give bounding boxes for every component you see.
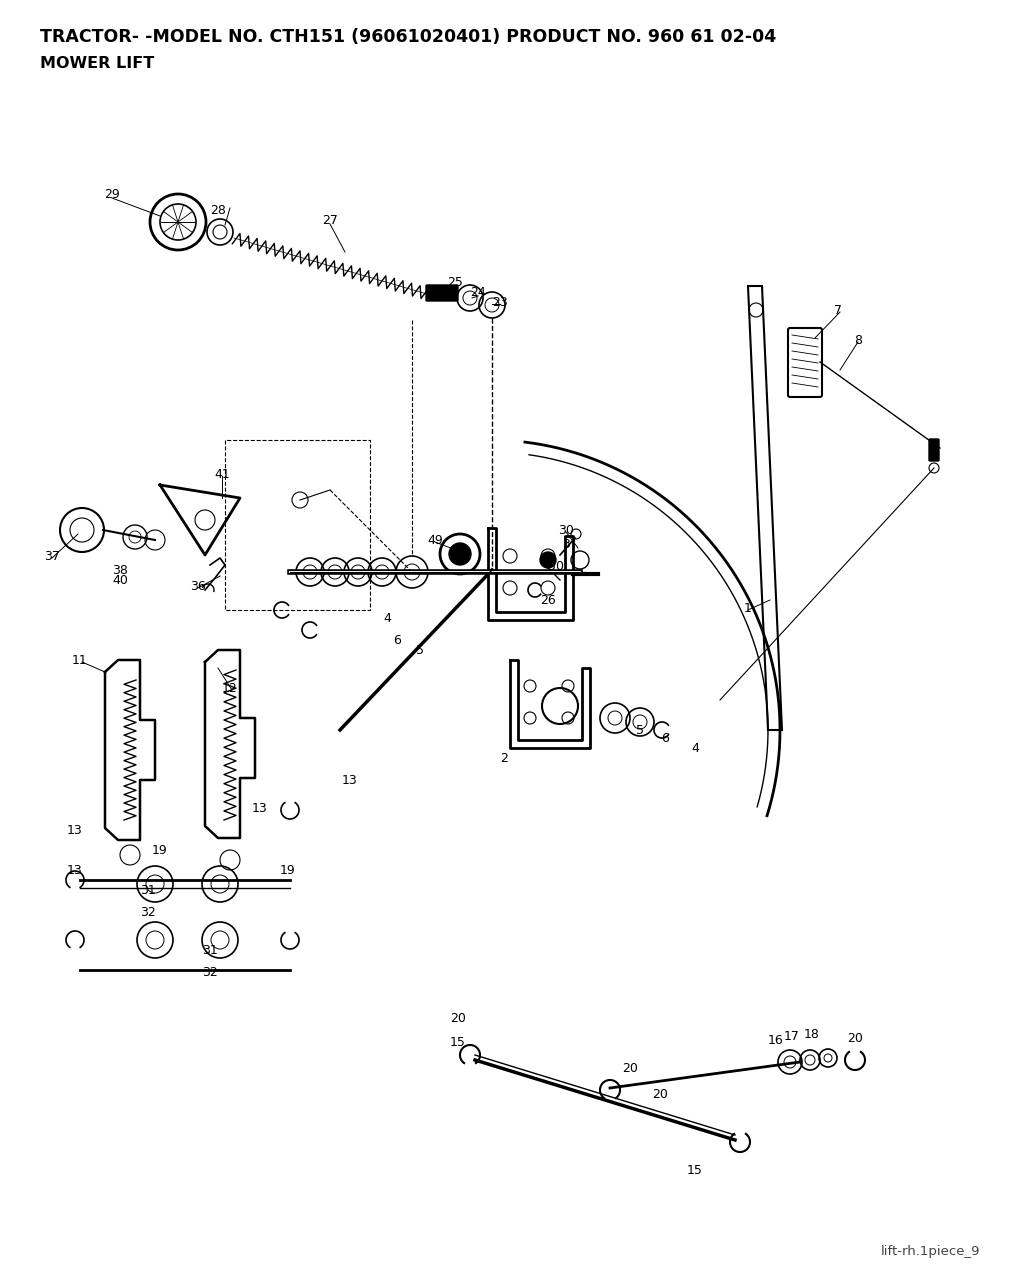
Text: 19: 19 bbox=[153, 843, 168, 857]
Text: 23: 23 bbox=[493, 295, 508, 308]
Text: 32: 32 bbox=[140, 906, 156, 919]
Text: 36: 36 bbox=[190, 580, 206, 593]
Text: 20: 20 bbox=[652, 1088, 668, 1102]
Text: 32: 32 bbox=[202, 966, 218, 979]
Text: 19: 19 bbox=[281, 863, 296, 876]
Text: 11: 11 bbox=[72, 653, 88, 666]
Text: 31: 31 bbox=[202, 943, 218, 957]
Text: 6: 6 bbox=[393, 634, 401, 647]
FancyBboxPatch shape bbox=[788, 328, 822, 396]
Text: 5: 5 bbox=[416, 644, 424, 657]
Circle shape bbox=[540, 552, 556, 568]
Text: 38: 38 bbox=[112, 563, 128, 576]
Text: 37: 37 bbox=[44, 549, 60, 562]
Text: 4: 4 bbox=[691, 742, 699, 754]
Text: 15: 15 bbox=[687, 1164, 702, 1177]
Text: 50: 50 bbox=[548, 559, 564, 572]
Text: 49: 49 bbox=[427, 534, 442, 547]
Text: 13: 13 bbox=[252, 802, 268, 815]
Text: TRACTOR- -MODEL NO. CTH151 (96061020401) PRODUCT NO. 960 61 02-04: TRACTOR- -MODEL NO. CTH151 (96061020401)… bbox=[40, 28, 776, 46]
Circle shape bbox=[449, 543, 471, 565]
Text: 27: 27 bbox=[323, 213, 338, 227]
Text: 40: 40 bbox=[112, 574, 128, 586]
Text: 26: 26 bbox=[540, 594, 556, 607]
Text: 28: 28 bbox=[210, 204, 226, 217]
Text: 20: 20 bbox=[622, 1061, 638, 1074]
Text: 41: 41 bbox=[214, 467, 229, 481]
Text: 1: 1 bbox=[744, 602, 752, 615]
Text: 3: 3 bbox=[562, 539, 570, 552]
Text: 13: 13 bbox=[68, 863, 83, 876]
FancyBboxPatch shape bbox=[929, 439, 939, 461]
Text: 7: 7 bbox=[834, 304, 842, 317]
Text: 20: 20 bbox=[451, 1011, 466, 1025]
Text: 18: 18 bbox=[804, 1028, 820, 1041]
Text: lift-rh.1piece_9: lift-rh.1piece_9 bbox=[881, 1245, 980, 1259]
Text: 2: 2 bbox=[500, 752, 508, 765]
Text: 4: 4 bbox=[383, 612, 391, 625]
Text: 12: 12 bbox=[222, 681, 238, 694]
Text: 16: 16 bbox=[768, 1034, 784, 1047]
Text: 6: 6 bbox=[662, 731, 669, 744]
Text: 29: 29 bbox=[104, 189, 120, 201]
Text: 25: 25 bbox=[447, 277, 463, 290]
Text: 20: 20 bbox=[847, 1032, 863, 1044]
Text: 13: 13 bbox=[68, 824, 83, 837]
Text: 5: 5 bbox=[636, 724, 644, 736]
Text: 17: 17 bbox=[784, 1029, 800, 1043]
Text: 15: 15 bbox=[451, 1035, 466, 1048]
Text: 24: 24 bbox=[470, 286, 485, 299]
Text: 13: 13 bbox=[342, 774, 357, 786]
FancyBboxPatch shape bbox=[426, 285, 458, 302]
Text: 30: 30 bbox=[558, 523, 573, 536]
Text: 31: 31 bbox=[140, 884, 156, 897]
Text: 8: 8 bbox=[854, 334, 862, 346]
Text: MOWER LIFT: MOWER LIFT bbox=[40, 56, 155, 71]
